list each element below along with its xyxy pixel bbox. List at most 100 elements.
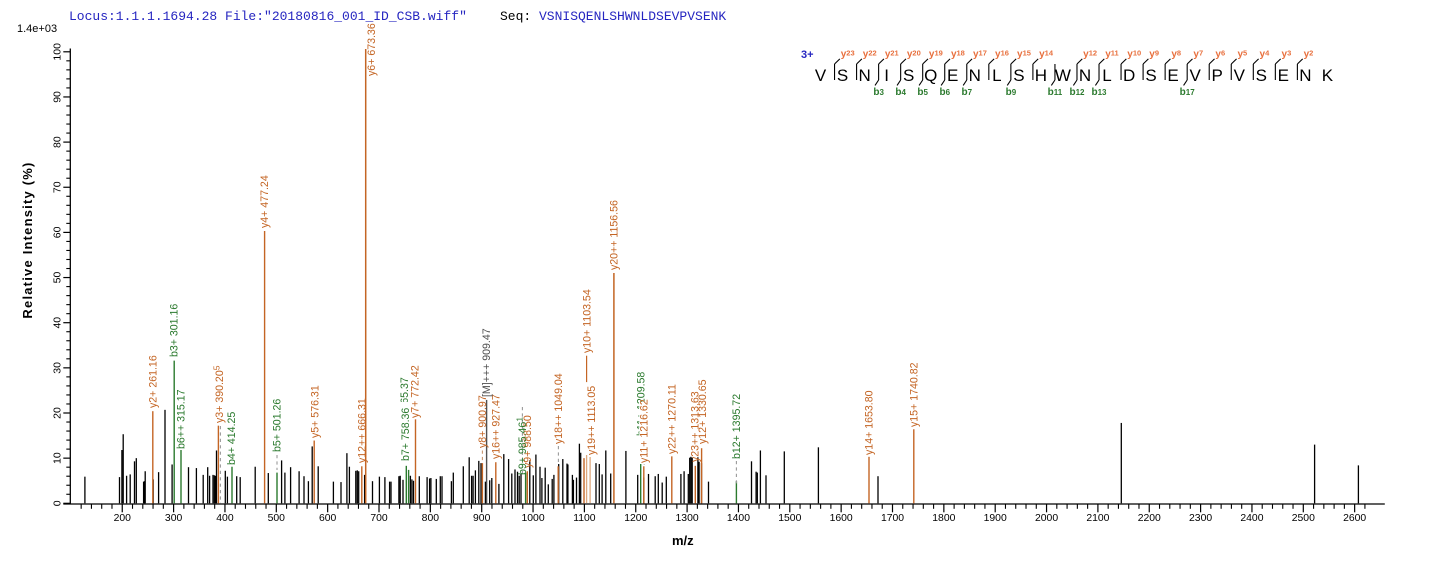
svg-text:b5: b5 [917,87,928,98]
svg-text:y11+ 1216.62: y11+ 1216.62 [639,399,651,463]
svg-text:y17: y17 [973,49,987,61]
svg-text:y16++ 927.47: y16++ 927.47 [490,394,502,459]
svg-text:20: 20 [52,407,64,419]
svg-text:80: 80 [52,136,64,148]
svg-text:y22: y22 [863,49,877,61]
svg-text:L: L [992,66,1001,85]
svg-text:90: 90 [52,91,64,103]
svg-text:y12++ 666.31: y12++ 666.31 [356,398,368,463]
svg-text:y3: y3 [1282,49,1292,61]
svg-text:Q: Q [924,66,937,85]
svg-text:2200: 2200 [1138,513,1161,524]
svg-text:600: 600 [319,513,337,524]
svg-text:Seq:: Seq: [500,9,531,24]
svg-text:y20++ 1156.56: y20++ 1156.56 [608,200,620,270]
svg-text:V: V [1234,66,1246,85]
svg-text:y11: y11 [1105,49,1119,61]
svg-text:y12+ 1330.65: y12+ 1330.65 [697,379,709,444]
svg-text:N: N [1079,66,1091,85]
svg-text:y9: y9 [1149,49,1159,61]
svg-text:b5+ 501.26: b5+ 501.26 [271,399,283,452]
svg-text:y15+ 1740.82: y15+ 1740.82 [908,362,920,427]
svg-text:1100: 1100 [573,513,596,524]
svg-text:y15: y15 [1017,49,1031,61]
svg-text:2400: 2400 [1240,513,1263,524]
svg-text:b4: b4 [895,87,906,98]
svg-text:1900: 1900 [984,513,1007,524]
svg-text:50: 50 [52,272,64,284]
svg-text:K: K [1322,66,1334,85]
svg-text:y21: y21 [885,49,899,61]
svg-text:H: H [1035,66,1047,85]
svg-text:800: 800 [422,513,440,524]
svg-text:S: S [1013,66,1024,85]
svg-text:1.4e+03: 1.4e+03 [17,23,57,35]
svg-text:40: 40 [52,317,64,329]
svg-text:1800: 1800 [932,513,955,524]
svg-text:S: S [903,66,914,85]
svg-text:b13: b13 [1092,87,1108,98]
svg-text:2000: 2000 [1035,513,1058,524]
svg-text:2300: 2300 [1189,513,1212,524]
svg-text:60: 60 [52,226,64,238]
svg-text:1600: 1600 [830,513,853,524]
svg-text:I: I [884,66,889,85]
svg-text:y4+ 477.24: y4+ 477.24 [259,175,271,228]
svg-text:y20: y20 [907,49,921,61]
svg-text:y7+ 772.42: y7+ 772.42 [410,365,422,418]
svg-text:300: 300 [165,513,183,524]
svg-text:30: 30 [52,362,64,374]
svg-text:S: S [1145,66,1156,85]
svg-text:y8: y8 [1171,49,1181,61]
svg-text:b12+ 1395.72: b12+ 1395.72 [731,394,743,459]
svg-text:V: V [1190,66,1202,85]
svg-text:y6: y6 [1215,49,1225,61]
svg-text:y18++ 1049.04: y18++ 1049.04 [553,373,565,444]
svg-text:y5: y5 [1237,49,1247,61]
svg-text:1500: 1500 [778,513,801,524]
svg-text:[M]+++ 909.47: [M]+++ 909.47 [481,328,493,397]
svg-text:y5+ 576.31: y5+ 576.31 [309,385,321,438]
svg-text:b17: b17 [1180,87,1196,98]
svg-text:1700: 1700 [881,513,904,524]
svg-text:100: 100 [52,43,64,61]
svg-text:y8+ 900.97: y8+ 900.97 [477,395,489,448]
svg-text:y22++ 1270.11: y22++ 1270.11 [666,384,678,454]
svg-text:y18: y18 [951,49,965,61]
svg-text:Locus:1.1.1.1694.28 File:"2018: Locus:1.1.1.1694.28 File:"20180816_001_I… [69,9,467,24]
svg-text:y3+ 390.205: y3+ 390.205 [212,365,227,423]
svg-text:b4+ 414.25: b4+ 414.25 [226,412,238,465]
svg-text:W: W [1055,66,1071,85]
svg-text:b12: b12 [1069,87,1085,98]
svg-text:y10: y10 [1127,49,1141,61]
svg-text:y4: y4 [1260,49,1271,61]
svg-text:y2: y2 [1304,49,1314,61]
svg-text:E: E [1167,66,1178,85]
svg-text:y9+ 988.50: y9+ 988.50 [522,415,534,468]
svg-text:D: D [1123,66,1135,85]
svg-text:1000: 1000 [521,513,544,524]
svg-text:S: S [837,66,848,85]
svg-text:b7: b7 [961,87,972,98]
svg-text:y23: y23 [841,49,855,61]
svg-text:Relative Intensity (%): Relative Intensity (%) [20,161,35,318]
svg-text:b6++ 315.17: b6++ 315.17 [176,389,188,449]
svg-text:b3: b3 [873,87,884,98]
svg-text:3+: 3+ [801,49,814,61]
svg-text:y6+ 673.36: y6+ 673.36 [366,23,378,76]
svg-text:b3+ 301.16: b3+ 301.16 [169,304,181,357]
svg-text:y14: y14 [1039,49,1054,61]
svg-text:b7+ 758.36: b7+ 758.36 [400,408,412,461]
svg-text:1200: 1200 [624,513,647,524]
svg-text:L: L [1102,66,1111,85]
svg-text:b11: b11 [1048,87,1063,98]
svg-text:m/z: m/z [672,533,694,548]
svg-text:E: E [947,66,958,85]
svg-text:70: 70 [52,181,64,193]
svg-text:400: 400 [216,513,234,524]
svg-text:200: 200 [114,513,132,524]
svg-text:b6: b6 [939,87,950,98]
svg-text:1400: 1400 [727,513,750,524]
svg-text:2100: 2100 [1086,513,1109,524]
svg-text:S: S [1256,66,1267,85]
